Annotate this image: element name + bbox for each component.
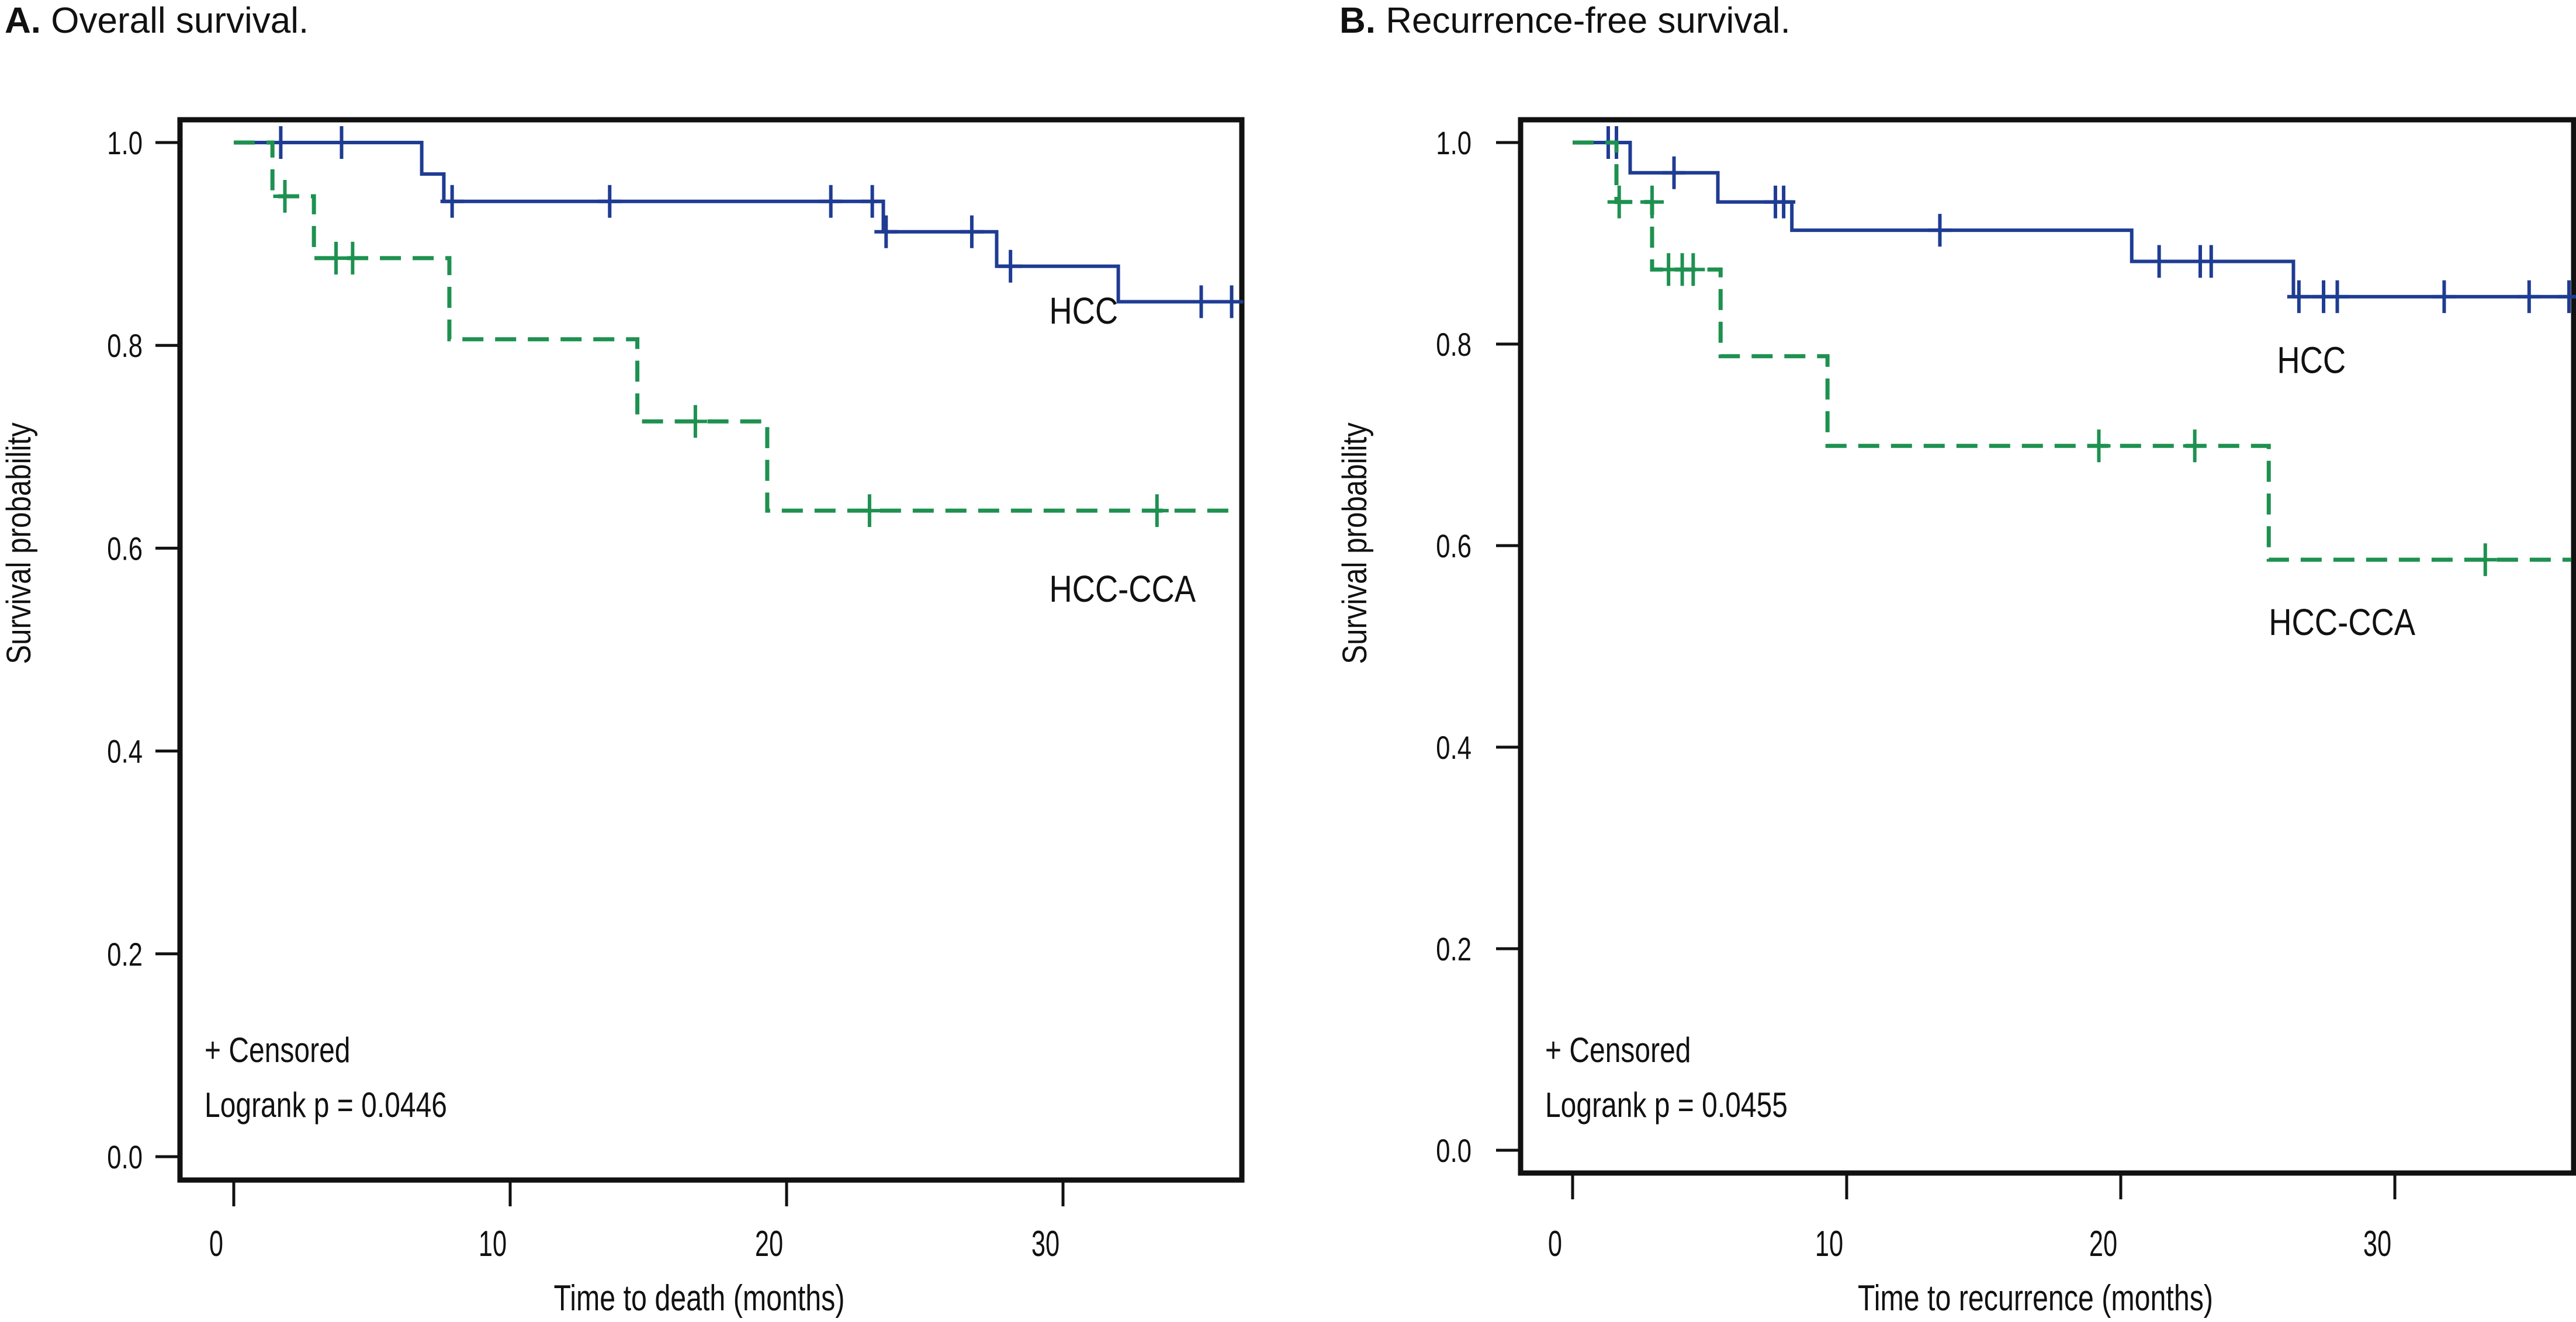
- y-tick-label: 0.2: [1436, 931, 1471, 967]
- censor-mark: [860, 185, 884, 218]
- censor-mark: [960, 215, 984, 248]
- y-tick-label: 0.0: [107, 1139, 143, 1175]
- censor-mark: [2087, 429, 2111, 463]
- censor-mark: [273, 180, 297, 213]
- censor-mark: [857, 494, 881, 528]
- censor-mark: [2287, 280, 2311, 313]
- y-axis-title: Survival probability: [1336, 422, 1374, 664]
- series-hcc-cca: HCC-CCA: [234, 140, 1239, 610]
- x-tick-label: 0: [209, 1224, 223, 1264]
- panel-a-letter: A.: [5, 1, 41, 41]
- censor-mark: [598, 185, 622, 218]
- y-tick-label: 0.6: [107, 530, 143, 567]
- series-label: HCC-CCA: [1049, 568, 1196, 610]
- censor-mark: [1189, 285, 1213, 318]
- y-tick-label: 0.8: [107, 328, 143, 364]
- panel-a-chart: 0.0 0.2 0.4 0.6 0.8 1.0 0 10 20 30 Time to death (…: [0, 117, 1245, 1318]
- censor-mark: [683, 405, 707, 438]
- censor-mark: [341, 241, 365, 275]
- x-tick-label: 0: [1548, 1224, 1562, 1264]
- panel-a-title-text: Overall survival.: [51, 1, 309, 41]
- censor-mark: [1681, 253, 1705, 286]
- plot-frame: [177, 117, 1245, 1183]
- censor-mark: [2325, 280, 2349, 313]
- censor-mark: [2517, 280, 2541, 313]
- x-axis-title: Time to death (months): [554, 1278, 845, 1318]
- x-tick-label: 10: [1815, 1224, 1843, 1264]
- y-tick-label: 0.6: [1436, 528, 1471, 564]
- censored-legend: + Censored: [205, 1030, 350, 1070]
- censor-mark: [1772, 185, 1796, 218]
- y-tick-label: 1.0: [1436, 125, 1471, 161]
- panel-b-title-text: Recurrence-free survival.: [1386, 1, 1791, 41]
- panel-b-letter: B.: [1339, 1, 1376, 41]
- panel-b-chart: 0.0 0.2 0.4 0.6 0.8 1.0 0 10 20 30 Time to recurre…: [1336, 117, 2576, 1318]
- censor-mark: [874, 215, 898, 248]
- series-hcc-cca: HCC-CCA: [1573, 140, 2571, 643]
- series-label: HCC-CCA: [2269, 601, 2415, 643]
- logrank-annotation: Logrank p = 0.0446: [205, 1085, 447, 1125]
- logrank-annotation: Logrank p = 0.0455: [1545, 1085, 1788, 1125]
- series-hcc: HCC: [1573, 126, 2576, 381]
- y-tick-label: 1.0: [107, 125, 143, 161]
- survival-curve: [1573, 140, 2571, 562]
- panel-a-title: A. Overall survival.: [5, 0, 309, 41]
- censor-mark: [999, 249, 1023, 283]
- x-axis-title: Time to recurrence (months): [1858, 1278, 2213, 1318]
- censor-mark: [2432, 280, 2456, 313]
- series-label: HCC: [2277, 339, 2346, 381]
- censor-mark: [1640, 185, 1664, 218]
- survival-curve: [234, 140, 1239, 513]
- censor-mark: [440, 185, 464, 218]
- y-tick-label: 0.0: [1436, 1133, 1471, 1169]
- censor-mark: [2147, 245, 2171, 278]
- y-axis-title: Survival probability: [0, 422, 38, 664]
- censor-mark: [1145, 494, 1169, 528]
- plot-frame: [1518, 117, 2576, 1176]
- censor-mark: [1662, 156, 1686, 189]
- x-tick-label: 30: [1031, 1224, 1060, 1264]
- censor-mark: [2473, 543, 2497, 577]
- x-tick-label: 20: [755, 1224, 783, 1264]
- y-tick-label: 0.8: [1436, 327, 1471, 363]
- censored-legend: + Censored: [1545, 1030, 1691, 1070]
- censor-mark: [1928, 214, 1952, 247]
- x-tick-label: 30: [2363, 1224, 2391, 1264]
- censor-mark: [330, 126, 354, 159]
- x-tick-label: 20: [2089, 1224, 2117, 1264]
- y-tick-label: 0.4: [107, 733, 143, 769]
- y-tick-label: 0.2: [107, 936, 143, 973]
- censor-mark: [2557, 280, 2576, 313]
- censor-mark: [2183, 429, 2207, 463]
- panel-b-title: B. Recurrence-free survival.: [1339, 0, 1791, 41]
- series-hcc: HCC: [234, 126, 1244, 332]
- censor-mark: [2199, 245, 2223, 278]
- censor-mark: [1220, 285, 1244, 318]
- x-tick-label: 10: [479, 1224, 507, 1264]
- series-label: HCC: [1049, 290, 1118, 332]
- censor-mark: [1607, 185, 1631, 218]
- survival-curve: [234, 141, 1239, 304]
- y-tick-label: 0.4: [1436, 730, 1471, 766]
- censor-mark: [819, 185, 843, 218]
- survival-curve: [1573, 141, 2571, 299]
